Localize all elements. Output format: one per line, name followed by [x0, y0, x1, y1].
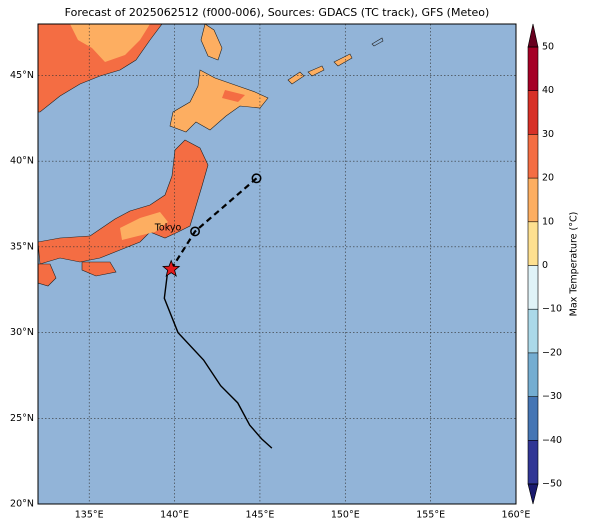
- colorbar-tick-label: −20: [542, 347, 562, 358]
- city-label: Tokyo: [154, 223, 182, 234]
- x-tick-label: 150°E: [331, 510, 360, 521]
- colorbar-over: [527, 23, 539, 48]
- kuril-4: [371, 37, 384, 47]
- shikoku: [81, 261, 117, 277]
- x-tick-label: 135°E: [75, 510, 104, 521]
- forecast-point: [251, 173, 262, 184]
- colorbar-cell: [528, 309, 538, 353]
- y-tick-label: 45°N: [10, 70, 34, 81]
- y-tick-label: 25°N: [10, 413, 34, 424]
- colorbar-cell: [528, 178, 538, 222]
- x-tick-label: 140°E: [160, 510, 189, 521]
- colorbar-cell: [528, 221, 538, 266]
- colorbar-tick-label: 20: [542, 173, 554, 184]
- x-tick-label: 155°E: [416, 510, 445, 521]
- colorbar-under: [527, 483, 539, 505]
- forecast-point: [190, 226, 201, 237]
- land: [38, 24, 384, 287]
- colorbar-tick-label: 0: [542, 260, 548, 271]
- colorbar-cell: [528, 265, 538, 310]
- x-tick-label: 145°E: [245, 510, 274, 521]
- colorbar-tick-label: −40: [542, 435, 562, 446]
- sakhalin: [200, 24, 223, 61]
- colorbar-cell: [528, 47, 538, 91]
- y-tick-label: 40°N: [10, 156, 34, 167]
- map-title: Forecast of 2025062512 (f000-006), Sourc…: [65, 6, 490, 19]
- kuril-2: [307, 65, 325, 77]
- forecast-track: [170, 177, 258, 270]
- kuril-1: [287, 71, 305, 85]
- y-tick-label: 35°N: [10, 241, 34, 252]
- colorbar-cell: [528, 440, 538, 484]
- y-tick-label: 20°N: [10, 499, 34, 510]
- colorbar-cell: [528, 352, 538, 397]
- mainland-warm-zone: [70, 24, 150, 62]
- hokkaido: [169, 69, 269, 133]
- colorbar-tick-label: −50: [542, 479, 562, 490]
- colorbar-tick-label: −30: [542, 391, 562, 402]
- colorbar-tick-label: 10: [542, 216, 554, 227]
- colorbar-cell: [528, 90, 538, 135]
- colorbar-tick-label: 40: [542, 85, 554, 96]
- honshu-highlands: [120, 212, 168, 240]
- x-tick-label: 160°E: [502, 510, 531, 521]
- colorbar-tick-label: 50: [542, 42, 554, 53]
- kuril-3: [333, 53, 353, 67]
- map-frame: [37, 23, 517, 505]
- colorbar-cell: [528, 396, 538, 441]
- past-track: [163, 270, 273, 449]
- hokkaido-warm: [222, 90, 245, 102]
- ocean: [38, 24, 516, 504]
- colorbar-tick-label: 30: [542, 129, 554, 140]
- honshu: [38, 139, 209, 265]
- colorbar-label: Max Temperature (°C): [569, 212, 580, 317]
- y-tick-label: 30°N: [10, 327, 34, 338]
- kyushu: [38, 263, 57, 287]
- colorbar-cell: [528, 134, 538, 179]
- colorbar-tick-label: −10: [542, 304, 562, 315]
- current-position: [162, 259, 181, 277]
